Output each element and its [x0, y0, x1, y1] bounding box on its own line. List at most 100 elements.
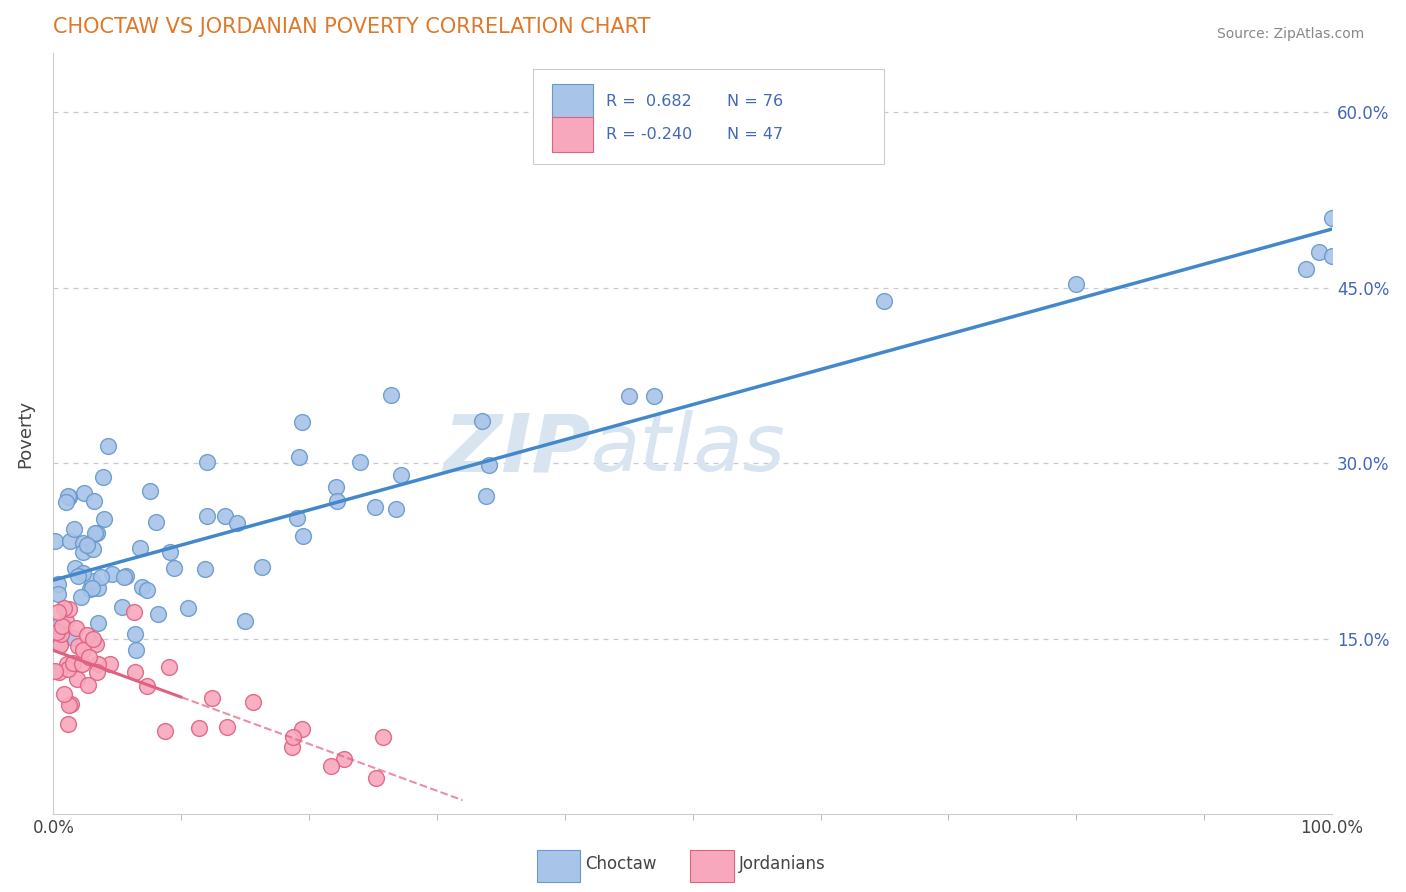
Point	[159, 545, 181, 559]
Text: Source: ZipAtlas.com: Source: ZipAtlas.com	[1216, 27, 1364, 41]
Point	[153, 724, 176, 739]
Point	[124, 627, 146, 641]
Point	[65, 621, 87, 635]
Text: CHOCTAW VS JORDANIAN POVERTY CORRELATION CHART: CHOCTAW VS JORDANIAN POVERTY CORRELATION…	[53, 17, 651, 37]
Point	[215, 720, 238, 734]
Point	[617, 389, 640, 403]
Point	[44, 533, 66, 548]
Point	[201, 691, 224, 706]
Point	[1320, 211, 1343, 225]
Point	[76, 628, 98, 642]
Point	[111, 599, 134, 614]
Point	[290, 415, 312, 429]
Text: R =  0.682: R = 0.682	[606, 94, 692, 109]
Point	[82, 632, 104, 646]
Point	[252, 560, 274, 574]
Point	[86, 665, 108, 679]
Point	[72, 545, 94, 559]
Point	[72, 657, 94, 671]
Point	[281, 730, 304, 744]
Point	[77, 650, 100, 665]
Point	[122, 605, 145, 619]
Point	[291, 529, 314, 543]
Point	[72, 566, 94, 580]
Point	[124, 643, 146, 657]
Point	[139, 483, 162, 498]
Point	[86, 526, 108, 541]
Point	[90, 570, 112, 584]
Point	[1295, 261, 1317, 276]
Point	[159, 660, 181, 674]
Point	[66, 569, 89, 583]
Point	[48, 605, 70, 619]
Point	[131, 580, 153, 594]
Point	[93, 512, 115, 526]
Point	[474, 489, 496, 503]
Point	[76, 678, 98, 692]
Point	[72, 536, 94, 550]
Text: N = 47: N = 47	[727, 128, 783, 143]
Point	[363, 500, 385, 514]
Point	[101, 567, 124, 582]
Point	[73, 486, 96, 500]
Point	[128, 541, 150, 556]
Point	[62, 631, 84, 645]
Point	[1308, 244, 1330, 259]
Point	[56, 717, 79, 731]
Point	[478, 458, 501, 472]
Point	[643, 389, 665, 403]
Point	[112, 569, 135, 583]
Point	[195, 455, 218, 469]
Point	[136, 582, 159, 597]
Point	[46, 587, 69, 601]
Point	[76, 538, 98, 552]
Point	[287, 511, 309, 525]
Point	[59, 697, 82, 711]
Point	[80, 581, 103, 595]
FancyBboxPatch shape	[533, 69, 884, 164]
Point	[63, 561, 86, 575]
Point	[233, 614, 256, 628]
Text: Choctaw: Choctaw	[585, 855, 657, 872]
Point	[79, 582, 101, 597]
Point	[91, 470, 114, 484]
Point	[873, 294, 896, 309]
Point	[135, 680, 157, 694]
Point	[52, 687, 75, 701]
Point	[288, 450, 311, 464]
Point	[97, 439, 120, 453]
Point	[124, 665, 146, 680]
Point	[333, 752, 356, 766]
Point	[98, 657, 121, 671]
Y-axis label: Poverty: Poverty	[17, 400, 35, 468]
FancyBboxPatch shape	[690, 850, 734, 882]
Point	[56, 663, 79, 677]
Point	[1064, 277, 1087, 292]
Point	[56, 657, 79, 671]
Point	[225, 516, 247, 530]
Point	[56, 489, 79, 503]
Point	[70, 591, 93, 605]
Point	[325, 494, 347, 508]
Point	[281, 740, 304, 755]
Point	[53, 601, 76, 615]
Point	[58, 602, 80, 616]
Point	[87, 657, 110, 672]
Text: atlas: atlas	[591, 410, 785, 488]
Point	[59, 534, 82, 549]
Point	[471, 414, 494, 428]
Point	[58, 698, 80, 712]
Point	[389, 468, 412, 483]
Text: N = 76: N = 76	[727, 94, 783, 109]
Point	[385, 501, 408, 516]
FancyBboxPatch shape	[553, 118, 593, 153]
Point	[86, 616, 108, 631]
Point	[349, 455, 371, 469]
Point	[214, 508, 236, 523]
Point	[1320, 250, 1343, 264]
Point	[46, 625, 69, 640]
Point	[55, 494, 77, 508]
Point	[373, 731, 395, 745]
FancyBboxPatch shape	[553, 84, 593, 119]
FancyBboxPatch shape	[537, 850, 581, 882]
